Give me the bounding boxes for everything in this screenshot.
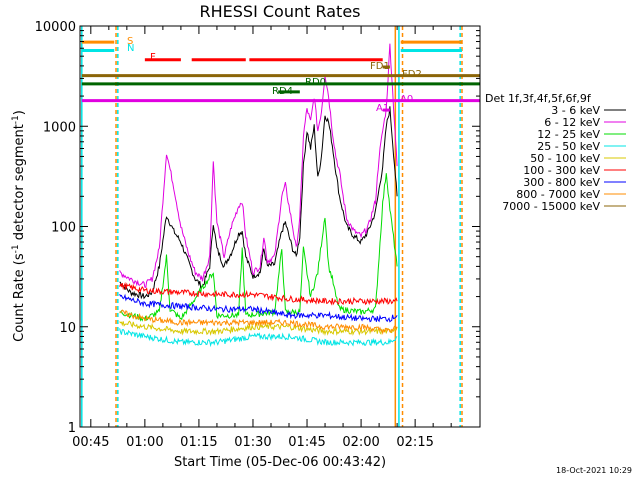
flag-label: RD0 — [305, 77, 326, 88]
flag-label: FD2 — [402, 69, 422, 80]
legend-label: 300 - 800 keV — [523, 176, 600, 189]
plot-content — [81, 26, 480, 427]
chart-title: RHESSI Count Rates — [200, 2, 361, 21]
x-tick-label: 01:45 — [288, 435, 325, 450]
flag-label: RD4 — [272, 86, 293, 97]
series-line — [119, 320, 398, 336]
x-axis-label: Start Time (05-Dec-06 00:43:42) — [174, 455, 386, 470]
series-line — [119, 43, 398, 289]
series-line — [119, 293, 398, 323]
plot-area: SN F FD1 FD2 RD0 RD4 A1 A0 — [81, 26, 480, 427]
y-axis-label: Count Rate (s-1 detector segment-1) — [11, 110, 27, 342]
flag-label: S — [127, 36, 133, 47]
footer-date: 18-Oct-2021 10:29 — [556, 466, 632, 475]
series-line — [119, 328, 398, 348]
legend-title: Det 1f,3f,4f,5f,6f,9f — [485, 92, 592, 105]
series-line — [119, 281, 398, 306]
flag-label: A0 — [400, 94, 413, 105]
legend-label: 6 - 12 keV — [544, 116, 600, 129]
series-line — [119, 106, 398, 300]
series-line — [119, 173, 398, 322]
x-tick-label: 02:00 — [342, 435, 379, 450]
legend-label: 12 - 25 keV — [537, 128, 600, 141]
series-line — [119, 309, 398, 335]
legend-label: 100 - 300 keV — [523, 164, 600, 177]
legend-label: 50 - 100 keV — [530, 152, 600, 165]
y-axis: 1 10 100 1000 10000 — [35, 20, 480, 436]
x-tick-label: 01:15 — [180, 435, 217, 450]
legend-label: 800 - 7000 keV — [516, 188, 600, 201]
legend-label: 25 - 50 keV — [537, 140, 600, 153]
flag-label: N — [127, 43, 134, 54]
y-tick-label: 100 — [51, 221, 76, 236]
x-tick-label: 02:15 — [396, 435, 433, 450]
y-tick-label: 1 — [68, 421, 76, 436]
x-tick-label: 01:30 — [234, 435, 271, 450]
flag-label: F — [150, 52, 156, 63]
x-tick-label: 01:00 — [126, 435, 163, 450]
flag-label: FD1 — [370, 61, 390, 72]
x-tick-label: 00:45 — [72, 435, 109, 450]
legend-label: 7000 - 15000 keV — [502, 200, 600, 213]
legend-label: 3 - 6 keV — [551, 104, 600, 117]
flag-label: A1 — [376, 103, 389, 114]
y-tick-label: 1000 — [43, 120, 76, 135]
y-tick-label: 10 — [59, 321, 76, 336]
y-tick-label: 10000 — [35, 20, 76, 35]
x-axis: 00:45 01:00 01:15 01:30 01:45 02:00 02:15 — [72, 26, 452, 450]
